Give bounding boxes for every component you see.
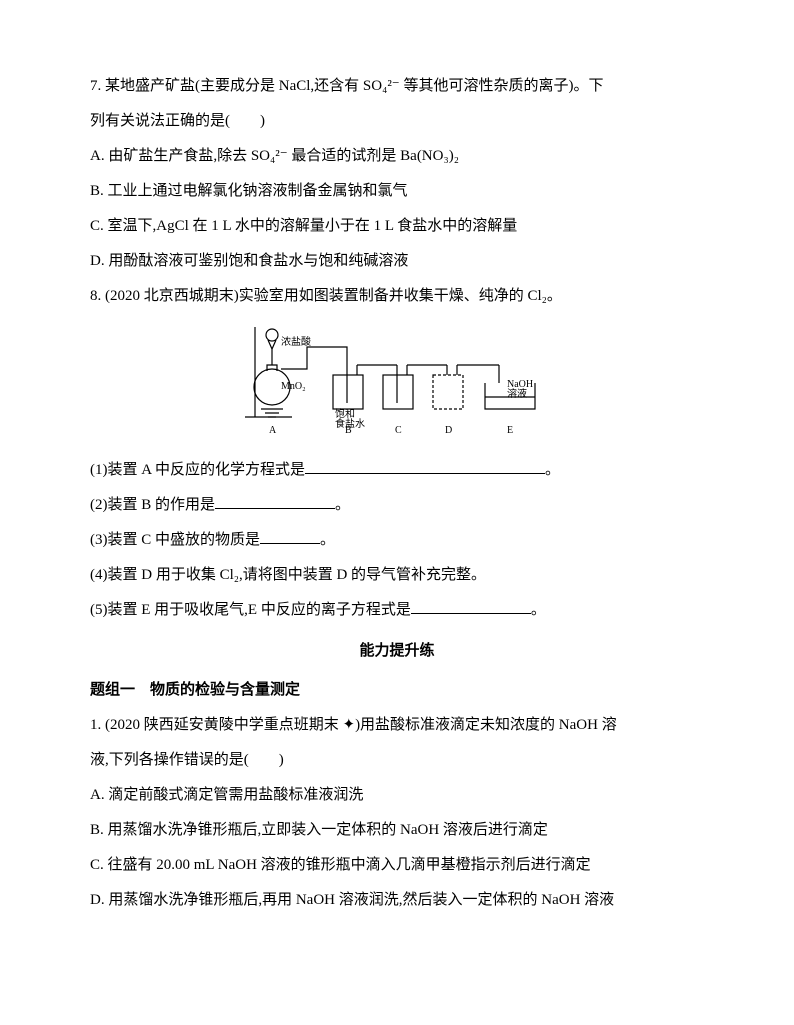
q8-p2-end: 。 xyxy=(335,497,350,513)
section-title: 能力提升练 xyxy=(90,635,704,668)
q1-option-b: B. 用蒸馏水洗净锥形瓶后,立即装入一定体积的 NaOH 溶液后进行滴定 xyxy=(90,814,704,847)
label-naoh2: 溶液 xyxy=(507,387,527,400)
q8-part5: (5)装置 E 用于吸收尾气,E 中反应的离子方程式是 。 xyxy=(90,594,704,627)
label-mno2: MnO₂ xyxy=(281,381,306,392)
q8-p3-end: 。 xyxy=(320,532,335,548)
q7-option-a: A. 由矿盐生产食盐,除去 SO₄²⁻ 最合适的试剂是 Ba(NO₃)₂ xyxy=(90,140,704,173)
blank-field[interactable] xyxy=(260,543,320,544)
group-title: 题组一 物质的检验与含量测定 xyxy=(90,674,704,707)
q8-part1: (1)装置 A 中反应的化学方程式是 。 xyxy=(90,454,704,487)
q8-p2-text: (2)装置 B 的作用是 xyxy=(90,497,215,513)
q1-stem-line1: 1. (2020 陕西延安黄陵中学重点班期末 ✦)用盐酸标准液滴定未知浓度的 N… xyxy=(90,709,704,742)
q8-part3: (3)装置 C 中盛放的物质是 。 xyxy=(90,524,704,557)
apparatus-svg: 浓盐酸 MnO₂ 饱和 食盐 水 NaOH 溶液 A B C D E xyxy=(237,317,557,437)
q1-option-d: D. 用蒸馏水洗净锥形瓶后,再用 NaOH 溶液润洗,然后装入一定体积的 NaO… xyxy=(90,884,704,917)
label-b: B xyxy=(345,425,352,436)
q8-part4: (4)装置 D 用于收集 Cl₂,请将图中装置 D 的导气管补充完整。 xyxy=(90,559,704,592)
q8-stem: 8. (2020 北京西城期末)实验室用如图装置制备并收集干燥、纯净的 Cl₂。 xyxy=(90,280,704,313)
q1-option-c: C. 往盛有 20.00 mL NaOH 溶液的锥形瓶中滴入几滴甲基橙指示剂后进… xyxy=(90,849,704,882)
q8-p3-text: (3)装置 C 中盛放的物质是 xyxy=(90,532,260,548)
q8-part2: (2)装置 B 的作用是 。 xyxy=(90,489,704,522)
label-salt3: 水 xyxy=(355,418,365,430)
q7-stem-line2: 列有关说法正确的是( ) xyxy=(90,105,704,138)
blank-field[interactable] xyxy=(305,473,545,474)
q1-option-a: A. 滴定前酸式滴定管需用盐酸标准液润洗 xyxy=(90,779,704,812)
label-e: E xyxy=(507,425,513,436)
blank-field[interactable] xyxy=(215,508,335,509)
q7-option-d: D. 用酚酞溶液可鉴别饱和食盐水与饱和纯碱溶液 xyxy=(90,245,704,278)
blank-field[interactable] xyxy=(411,613,531,614)
q8-p1-text: (1)装置 A 中反应的化学方程式是 xyxy=(90,462,305,478)
apparatus-diagram: 浓盐酸 MnO₂ 饱和 食盐 水 NaOH 溶液 A B C D E xyxy=(90,317,704,450)
q8-p5-end: 。 xyxy=(531,602,546,618)
label-acid: 浓盐酸 xyxy=(281,335,311,348)
q7-option-c: C. 室温下,AgCl 在 1 L 水中的溶解量小于在 1 L 食盐水中的溶解量 xyxy=(90,210,704,243)
q7-option-b: B. 工业上通过电解氯化钠溶液制备金属钠和氯气 xyxy=(90,175,704,208)
q7-stem-line1: 7. 某地盛产矿盐(主要成分是 NaCl,还含有 SO₄²⁻ 等其他可溶性杂质的… xyxy=(90,70,704,103)
q8-p1-end: 。 xyxy=(545,462,560,478)
label-c: C xyxy=(395,425,402,436)
label-d: D xyxy=(445,425,452,436)
q1-stem-line2: 液,下列各操作错误的是( ) xyxy=(90,744,704,777)
q8-p5-text: (5)装置 E 用于吸收尾气,E 中反应的离子方程式是 xyxy=(90,602,411,618)
label-a: A xyxy=(269,425,277,436)
